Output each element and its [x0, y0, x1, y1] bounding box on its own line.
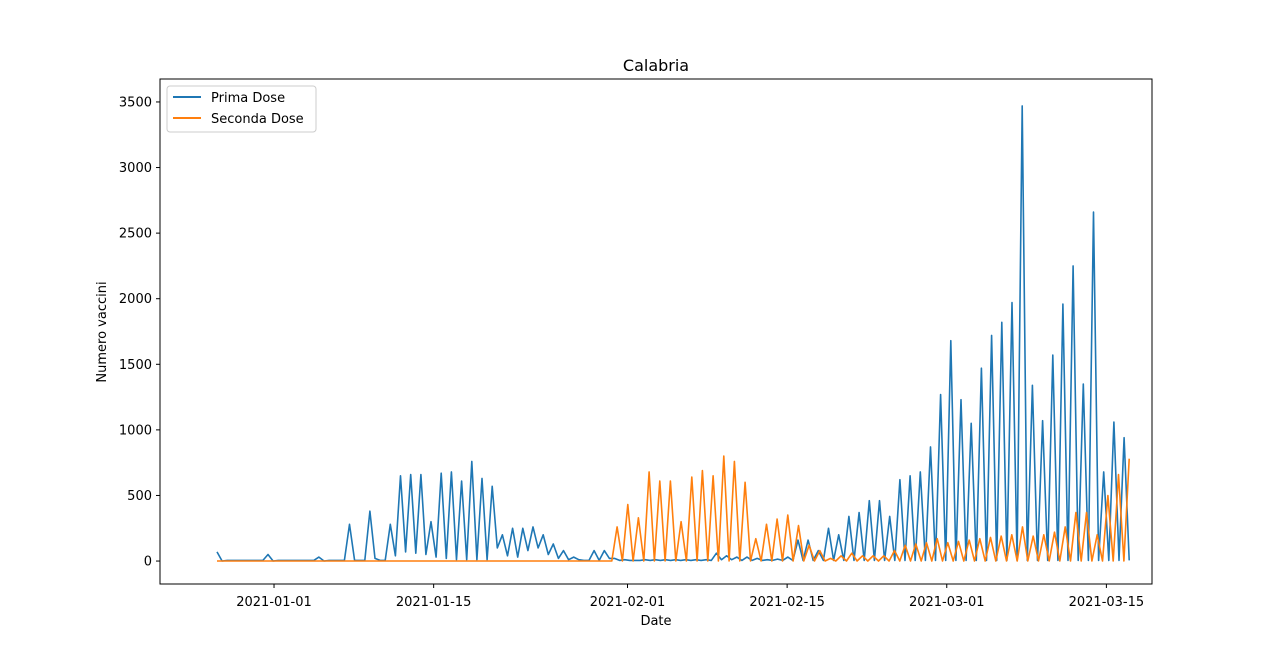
y-tick-label: 3500	[119, 95, 152, 110]
series-line-1	[216, 105, 1130, 562]
y-axis-title: Numero vaccini	[95, 281, 110, 382]
x-tick-label: 2021-02-15	[749, 595, 825, 610]
plot-area: 0 500 1000 1500 2000 2500 3000 3500 2021-01-01 20…	[119, 78, 1153, 610]
x-axis-title: Date	[640, 614, 671, 629]
legend: Prima Dose Seconda Dose	[166, 85, 317, 133]
legend-box	[166, 85, 317, 133]
legend-label: Prima Dose	[211, 91, 285, 106]
chart-title: Calabria	[623, 56, 689, 75]
y-tick-label: 500	[127, 489, 152, 504]
x-tick-label: 2021-02-01	[590, 595, 666, 610]
series-line-2	[217, 455, 1130, 562]
y-tick-label: 3000	[119, 161, 152, 176]
x-tick-label: 2021-03-01	[909, 595, 985, 610]
x-tick-label: 2021-01-01	[236, 595, 312, 610]
y-tick-label: 1000	[119, 423, 152, 438]
plot-frame	[159, 78, 1153, 585]
x-tick-label: 2021-01-15	[396, 595, 472, 610]
y-tick-label: 1500	[119, 358, 152, 373]
x-tick-label: 2021-03-15	[1069, 595, 1145, 610]
y-tick-label: 0	[144, 555, 152, 570]
legend-label: Seconda Dose	[211, 112, 304, 127]
y-tick-label: 2500	[119, 227, 152, 242]
y-tick-label: 2000	[119, 292, 152, 307]
